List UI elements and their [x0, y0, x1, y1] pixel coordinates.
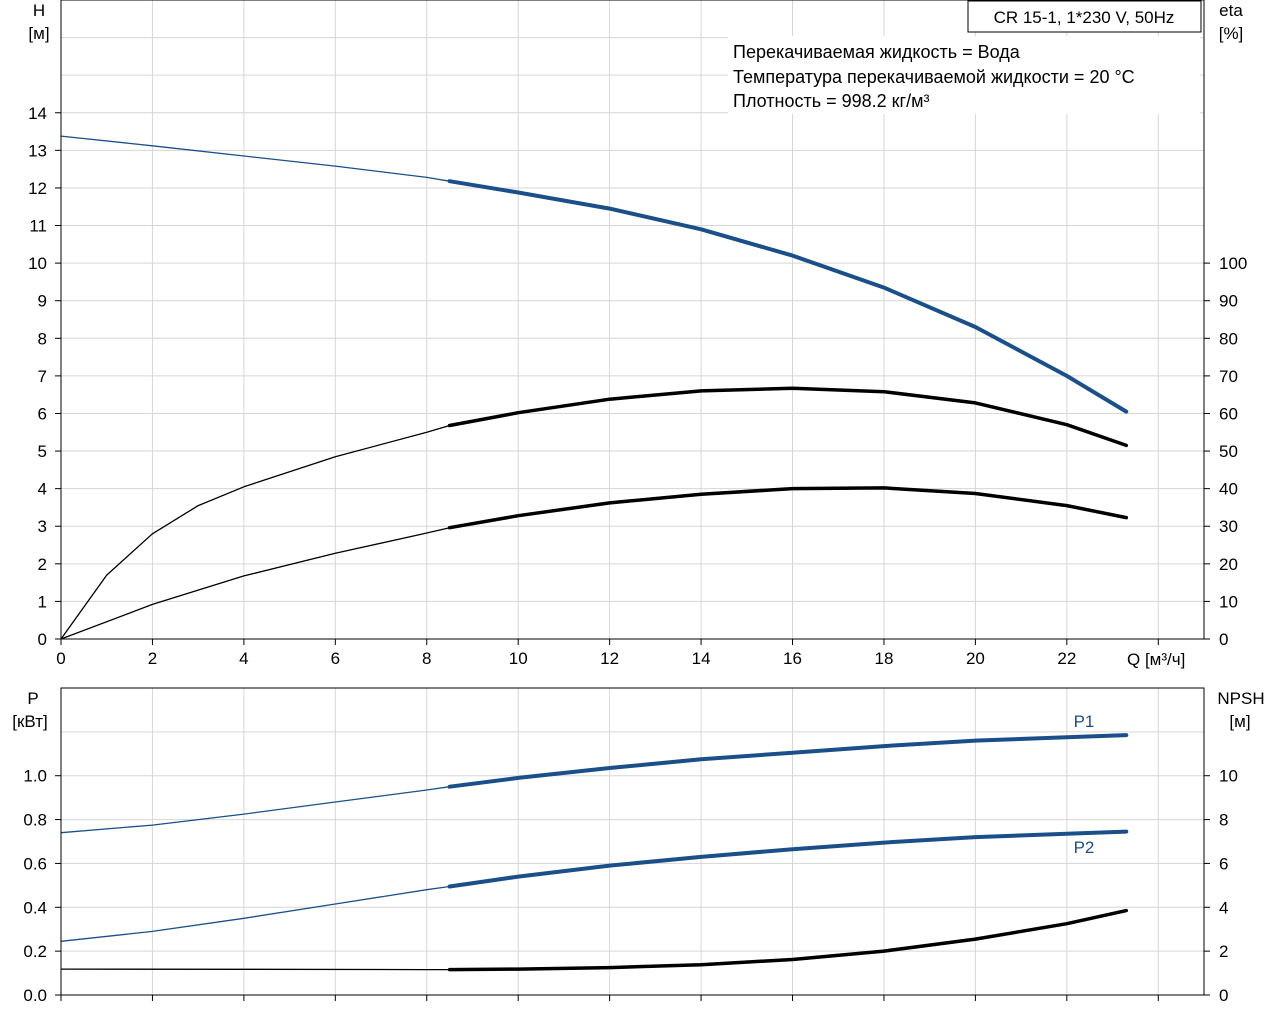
top-x-tick-label: 4 — [239, 649, 248, 668]
bottom-y-right-tick-label: 8 — [1219, 811, 1228, 830]
top-y-left-tick-label: 1 — [38, 592, 47, 611]
top-y-left-tick-label: 0 — [38, 630, 47, 649]
top-y-right-tick-label: 20 — [1219, 555, 1238, 574]
top-y-right-tick-label: 90 — [1219, 292, 1238, 311]
bottom-y-left-title: P — [27, 689, 38, 708]
top-y-right-tick-label: 0 — [1219, 630, 1228, 649]
bottom-y-left-tick-label: 0.8 — [23, 811, 47, 830]
top-curve-0-duty — [447, 179, 1129, 414]
info-box — [728, 36, 1200, 114]
top-x-tick-label: 14 — [692, 649, 711, 668]
top-y-right-tick-label: 10 — [1219, 592, 1238, 611]
top-y-left-tick-label: 13 — [28, 141, 47, 160]
bottom-y-right-tick-label: 10 — [1219, 767, 1238, 786]
top-y-left-tick-label: 11 — [29, 217, 47, 236]
top-y-right-tick-label: 70 — [1219, 367, 1238, 386]
bottom-curve-2-part-load — [60, 968, 450, 971]
info-line-temperature: Температура перекачиваемой жидкости = 20… — [733, 67, 1135, 87]
top-x-tick-label: 8 — [422, 649, 431, 668]
top-y-left-unit: [м] — [28, 24, 49, 43]
top-y-right-tick-label: 80 — [1219, 329, 1238, 348]
top-x-tick-label: 12 — [600, 649, 619, 668]
top-y-right-title: eta — [1219, 1, 1243, 20]
top-x-tick-label: 18 — [874, 649, 893, 668]
top-curve-1-duty — [447, 386, 1129, 448]
top-x-tick-label: 2 — [148, 649, 157, 668]
top-x-tick-label: 6 — [331, 649, 340, 668]
top-curve-1-part-load — [60, 424, 450, 640]
top-curve-0-part-load — [60, 135, 450, 182]
bottom-curve-1-part-load — [60, 885, 450, 942]
series-label-p2: P2 — [1074, 838, 1095, 857]
info-line-density: Плотность = 998.2 кг/м³ — [733, 91, 929, 111]
curve-layer — [60, 135, 1129, 972]
model-box — [967, 0, 1202, 33]
top-y-right-tick-label: 50 — [1219, 442, 1238, 461]
top-x-tick-label: 22 — [1057, 649, 1076, 668]
top-y-right-tick-label: 30 — [1219, 517, 1238, 536]
top-y-right-tick-label: 40 — [1219, 480, 1238, 499]
grid-layer — [61, 0, 1204, 995]
bottom-y-right-unit: [м] — [1229, 712, 1250, 731]
top-x-tick-label: 20 — [966, 649, 985, 668]
bottom-y-left-tick-label: 0.2 — [23, 942, 47, 961]
bottom-y-left-tick-label: 1.0 — [23, 767, 47, 786]
top-y-left-tick-label: 12 — [28, 179, 47, 198]
top-x-tick-label: 10 — [509, 649, 528, 668]
top-plot-frame — [60, 0, 1205, 640]
bottom-y-left-tick-label: 0.0 — [23, 986, 47, 1005]
top-y-left-tick-label: 9 — [38, 292, 47, 311]
info-line-liquid: Перекачиваемая жидкость = Вода — [733, 42, 1021, 62]
bottom-curve-1-duty — [447, 829, 1129, 889]
top-y-left-title: H — [33, 1, 45, 20]
bottom-y-right-tick-label: 2 — [1219, 942, 1228, 961]
bottom-curve-0-part-load — [60, 786, 450, 834]
top-y-right-unit: [%] — [1219, 24, 1244, 43]
bottom-y-right-tick-label: 4 — [1219, 898, 1228, 917]
bottom-curve-0-duty — [447, 733, 1129, 789]
bottom-curve-2-duty — [447, 908, 1129, 972]
top-curve-2-part-load — [60, 527, 450, 640]
top-y-left-tick-label: 5 — [38, 442, 47, 461]
axis-layer: 0123456789101112131401020304050607080901… — [23, 0, 1247, 1005]
bottom-y-left-tick-label: 0.6 — [23, 854, 47, 873]
top-y-left-tick-label: 2 — [38, 555, 47, 574]
model-label: CR 15-1, 1*230 V, 50Hz — [994, 8, 1175, 27]
bottom-y-right-tick-label: 0 — [1219, 986, 1228, 1005]
bottom-y-left-tick-label: 0.4 — [23, 898, 47, 917]
bottom-y-right-tick-label: 6 — [1219, 854, 1228, 873]
top-x-title: Q [м³/ч] — [1127, 650, 1185, 669]
top-y-left-tick-label: 6 — [38, 404, 47, 423]
top-curve-2-duty — [447, 486, 1129, 530]
top-x-tick-label: 16 — [783, 649, 802, 668]
top-y-left-tick-label: 7 — [38, 367, 47, 386]
top-y-left-tick-label: 10 — [28, 254, 47, 273]
top-y-left-tick-label: 8 — [38, 329, 47, 348]
bottom-y-right-title: NPSH — [1217, 689, 1264, 708]
top-y-left-tick-label: 4 — [38, 480, 47, 499]
top-y-right-tick-label: 100 — [1219, 254, 1247, 273]
top-y-left-tick-label: 14 — [28, 104, 47, 123]
series-label-p1: P1 — [1074, 712, 1095, 731]
bottom-y-left-unit: [кВт] — [12, 712, 47, 731]
top-y-left-tick-label: 3 — [38, 517, 47, 536]
top-y-right-tick-label: 60 — [1219, 404, 1238, 423]
bottom-plot-frame — [60, 687, 1205, 996]
top-x-tick-label: 0 — [56, 649, 65, 668]
